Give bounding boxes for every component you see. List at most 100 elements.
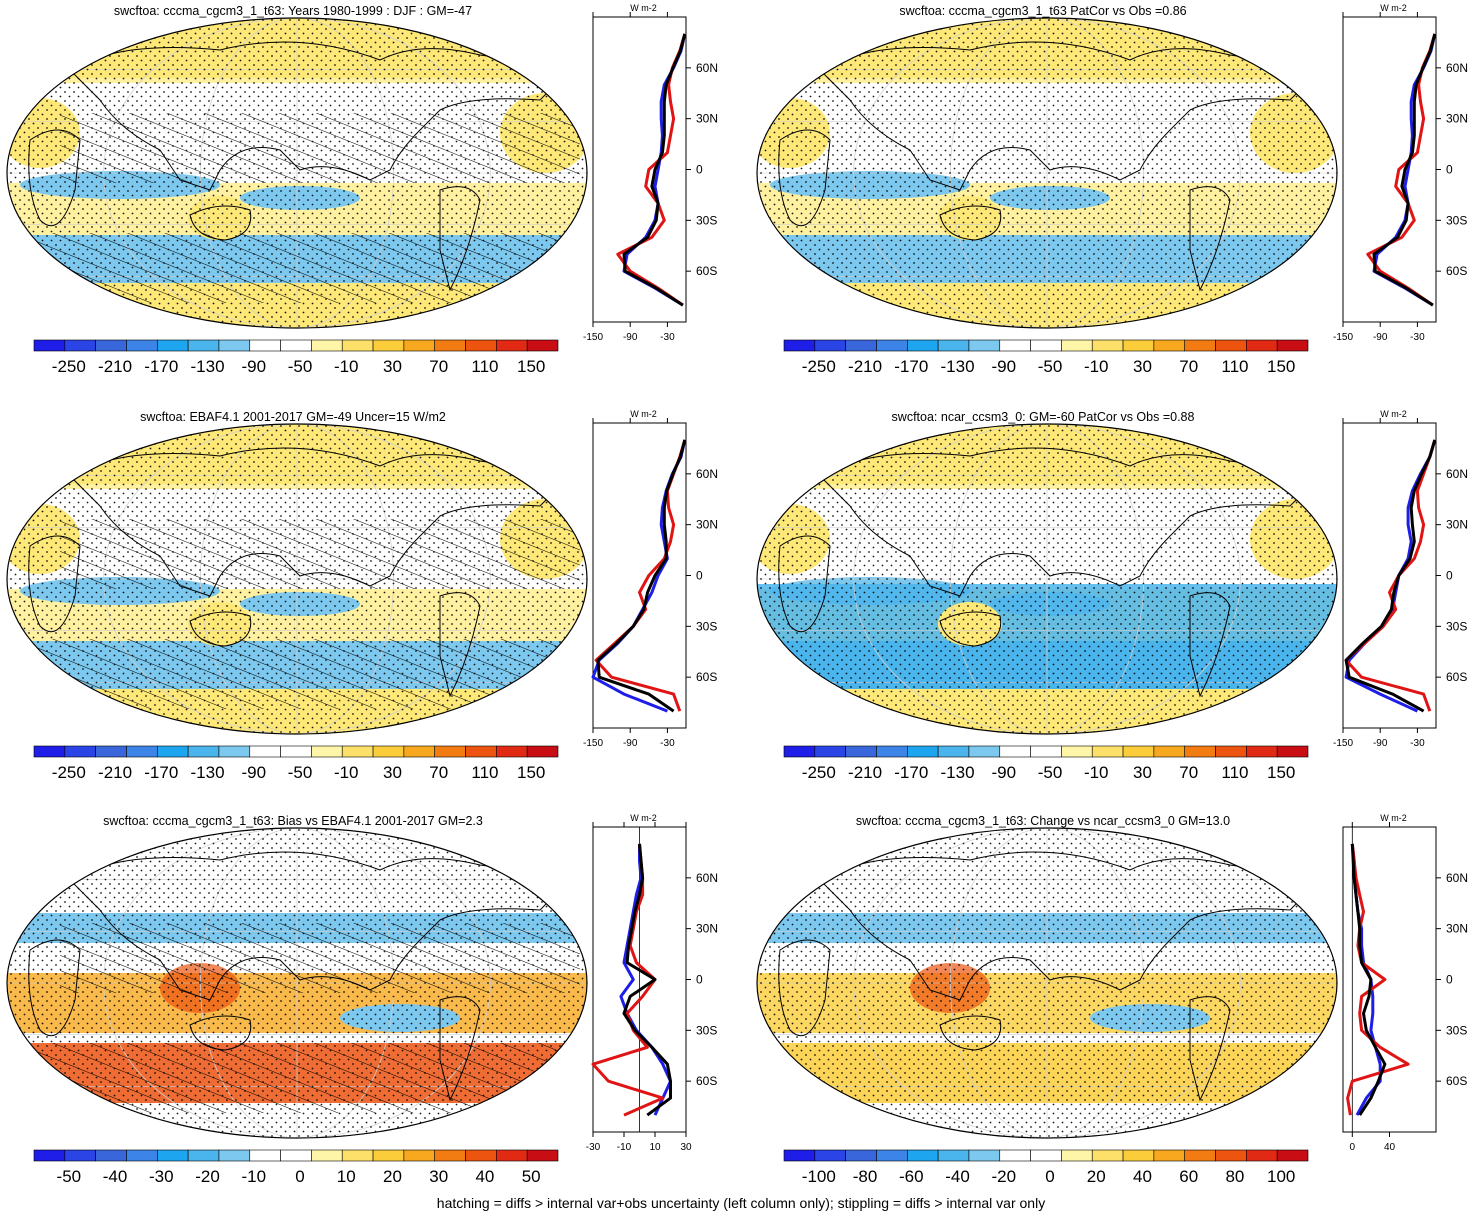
lat-label: 30S (696, 1023, 717, 1037)
profile-unit: W m-2 (1380, 409, 1407, 419)
colorbar-label: 40 (475, 1167, 494, 1186)
lat-label: 0 (1446, 569, 1453, 583)
colorbar-swatch (1246, 745, 1278, 758)
colorbar-swatch (372, 1149, 405, 1162)
profile-unit: W m-2 (630, 409, 657, 419)
colorbar-swatch (876, 339, 908, 352)
colorbar-swatch (311, 745, 343, 758)
x-tick-label: 0 (1350, 1142, 1356, 1153)
colorbar: -50 -40 -30 -20 -10 0 10 20 30 40 50 (33, 1149, 559, 1186)
colorbar-swatch (1276, 339, 1309, 352)
colorbar-swatch (249, 339, 281, 352)
world-map (6, 423, 588, 735)
colorbar-label: -50 (288, 763, 313, 782)
panel-4: swcftoa: ncar_ccsm3_0: GM=-60 PatCor vs … (756, 409, 1468, 782)
panel-2: swcftoa: cccma_cgcm3_1_t63 PatCor vs Obs… (756, 3, 1468, 376)
colorbar-label: -90 (241, 357, 266, 376)
colorbar-swatch (496, 339, 528, 352)
colorbar-swatch (1246, 339, 1278, 352)
colorbar-swatch (999, 1149, 1031, 1162)
lat-label: 30N (696, 922, 718, 936)
colorbar-label: -210 (848, 763, 882, 782)
lat-label: 30S (1446, 213, 1467, 227)
colorbar-swatch (1091, 1149, 1124, 1162)
lat-label: 60N (696, 871, 718, 885)
colorbar-label: -250 (802, 357, 836, 376)
colorbar-swatch (999, 745, 1031, 758)
colorbar-label: 70 (1179, 357, 1198, 376)
lat-label: 0 (696, 569, 703, 583)
colorbar-label: 150 (1267, 763, 1295, 782)
profile-unit: W m-2 (630, 813, 657, 823)
colorbar-swatch (218, 1149, 251, 1162)
lat-label: 30S (1446, 619, 1467, 633)
lat-label: 60S (696, 670, 717, 684)
profile-frame (592, 16, 687, 323)
colorbar-swatch (1091, 339, 1124, 352)
colorbar-swatch (249, 745, 281, 758)
colorbar-swatch (526, 745, 559, 758)
colorbar-label: -50 (1038, 357, 1063, 376)
colorbar-swatch (1153, 339, 1186, 352)
x-tick-label: 10 (649, 1142, 661, 1153)
lat-label: 60S (1446, 264, 1467, 278)
colorbar-label: -10 (1084, 763, 1109, 782)
colorbar-swatch (465, 339, 497, 352)
colorbar-swatch (33, 1149, 66, 1162)
colorbar-label: -10 (334, 357, 359, 376)
profile-series-blue (619, 843, 672, 1116)
colorbar: -250 -210 -170 -130 -90 -50 -10 30 70 110 150 (33, 339, 559, 376)
colorbar-swatch (906, 339, 939, 352)
colorbar-swatch (1276, 1149, 1309, 1162)
colorbar-label: 30 (429, 1167, 448, 1186)
colorbar-swatch (187, 745, 220, 758)
colorbar-label: 110 (471, 357, 498, 376)
colorbar-label: 150 (517, 763, 545, 782)
panel-title: swcftoa: cccma_cgcm3_1_t63 PatCor vs Obs… (899, 4, 1186, 18)
colorbar-label: -250 (52, 357, 86, 376)
colorbar-label: -80 (853, 1167, 878, 1186)
lat-label: 60N (1446, 467, 1468, 481)
colorbar-label: -50 (288, 357, 313, 376)
colorbar-label: 30 (1133, 763, 1152, 782)
x-tick-label: -90 (1373, 332, 1388, 343)
colorbar-swatch (783, 1149, 816, 1162)
colorbar-swatch (434, 745, 466, 758)
colorbar-swatch (156, 745, 189, 758)
colorbar-swatch (814, 1149, 846, 1162)
lat-label: 60N (1446, 61, 1468, 75)
colorbar-label: -20 (195, 1167, 220, 1186)
x-tick-label: -90 (1373, 738, 1388, 749)
colorbar-swatch (968, 1149, 1001, 1162)
colorbar-swatch (1030, 339, 1062, 352)
lat-label: 0 (1446, 973, 1453, 987)
colorbar-swatch (1153, 745, 1186, 758)
colorbar-swatch (403, 745, 436, 758)
lat-label: 60S (696, 264, 717, 278)
colorbar-swatch (999, 339, 1031, 352)
colorbar-label: -170 (894, 357, 928, 376)
colorbar-swatch (218, 339, 251, 352)
colorbar-label: 50 (522, 1167, 541, 1186)
colorbar-label: 110 (1221, 763, 1248, 782)
colorbar-label: -10 (334, 763, 359, 782)
colorbar-swatch (249, 1149, 281, 1162)
colorbar-swatch (1153, 1149, 1186, 1162)
colorbar-swatch (526, 339, 559, 352)
colorbar-swatch (1184, 745, 1216, 758)
colorbar-swatch (1122, 1149, 1155, 1162)
colorbar-label: 30 (1133, 357, 1152, 376)
colorbar-label: 30 (383, 357, 402, 376)
colorbar-swatch (1184, 339, 1216, 352)
colorbar-swatch (33, 745, 66, 758)
colorbar-label: -100 (802, 1167, 836, 1186)
colorbar-swatch (906, 1149, 939, 1162)
colorbar-label: -210 (98, 357, 132, 376)
lat-label: 60S (1446, 670, 1467, 684)
colorbar-label: 80 (1225, 1167, 1244, 1186)
colorbar-swatch (64, 1149, 96, 1162)
colorbar-swatch (1091, 745, 1124, 758)
x-tick-label: -30 (660, 738, 675, 749)
profile-unit: W m-2 (1380, 813, 1407, 823)
